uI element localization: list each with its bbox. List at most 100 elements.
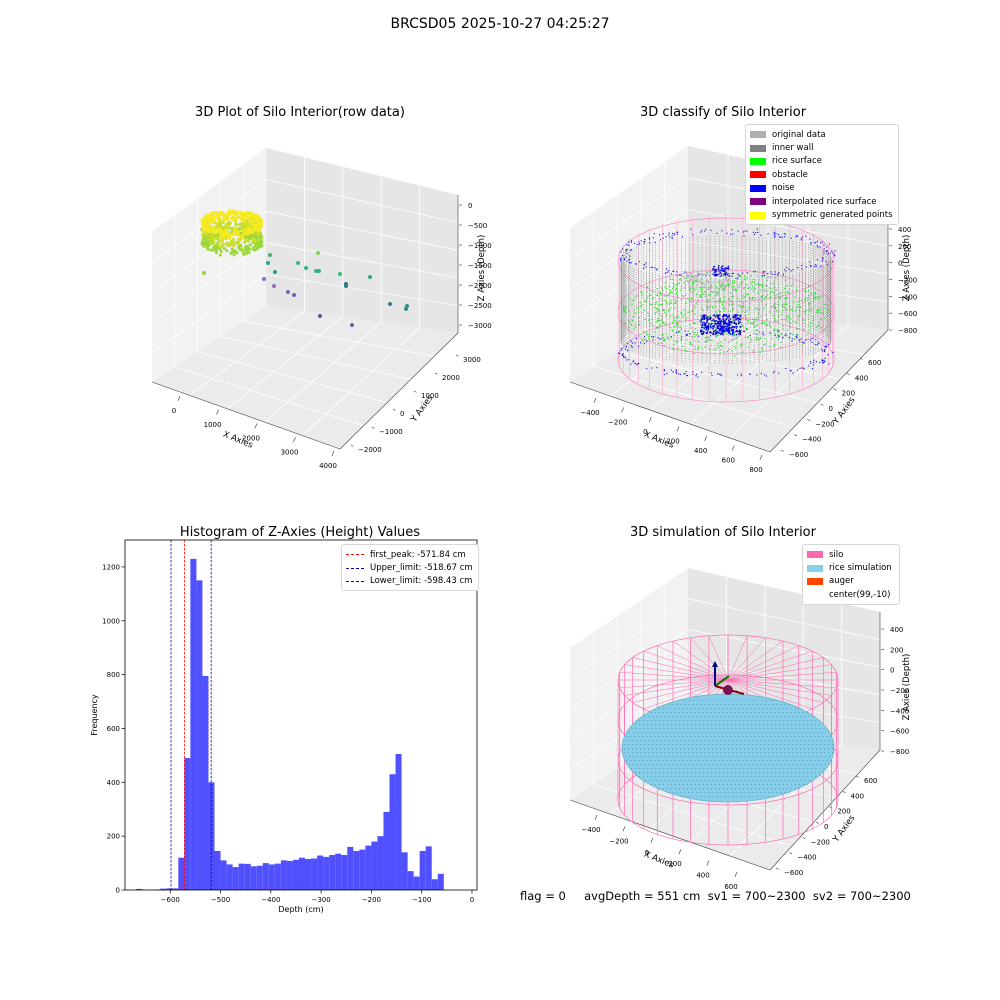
noise-point <box>790 270 792 272</box>
rice-simulation-point <box>769 700 771 701</box>
rice-surface-point <box>732 282 734 284</box>
legend-entry: center(99,-10) <box>807 588 895 601</box>
rice-simulation-point <box>783 728 785 729</box>
raw-plot-title: 3D Plot of Silo Interior(row data) <box>195 105 405 120</box>
rice-simulation-point <box>787 768 789 769</box>
rice-simulation-point <box>792 748 793 749</box>
rice-simulation-point <box>692 744 694 745</box>
rice-simulation-point <box>728 748 729 749</box>
rice-surface-point <box>712 322 714 324</box>
noise-point <box>732 331 734 334</box>
rice-simulation-point <box>751 720 753 721</box>
rice-simulation-point <box>789 756 790 757</box>
rice-surface-point <box>675 316 677 318</box>
rice-surface-point <box>757 283 759 285</box>
rice-simulation-point <box>818 760 820 761</box>
silo-wire <box>624 679 729 696</box>
rice-simulation-point <box>746 788 748 789</box>
rice-simulation-point <box>781 740 782 741</box>
noise-point <box>700 329 702 332</box>
raw-point <box>240 210 244 214</box>
rice-surface-point <box>797 301 800 303</box>
rice-surface-point <box>723 310 725 312</box>
noise-point <box>789 370 791 372</box>
rice-surface-point <box>774 306 777 308</box>
rice-simulation-point <box>724 732 726 733</box>
rice-surface-point <box>652 337 654 339</box>
rice-simulation-point <box>687 720 689 721</box>
noise-point <box>816 245 818 247</box>
rice-simulation-point <box>671 712 672 713</box>
noise-point <box>715 320 717 322</box>
rice-simulation-point <box>811 728 813 729</box>
rice-simulation-point <box>747 724 748 725</box>
noise-point <box>717 373 719 375</box>
rice-simulation-point <box>696 764 698 765</box>
noise-point <box>717 273 720 276</box>
rice-simulation-point <box>727 768 729 769</box>
noise-point <box>822 257 824 259</box>
rice-simulation-point <box>664 752 666 753</box>
rice-simulation-point <box>696 792 698 793</box>
rice-simulation-point <box>730 708 732 709</box>
rice-surface-point <box>710 322 712 324</box>
rice-simulation-point <box>699 776 701 777</box>
legend-label: Upper_limit: -518.67 cm <box>370 563 473 574</box>
noise-point <box>821 260 823 262</box>
rice-simulation-point <box>721 796 723 797</box>
noise-point <box>701 371 703 373</box>
rice-simulation-point <box>824 752 826 753</box>
rice-surface-point <box>774 294 776 296</box>
rice-simulation-point <box>779 768 781 769</box>
rice-simulation-point <box>756 780 758 781</box>
rice-simulation-point <box>732 752 734 753</box>
rice-simulation-point <box>628 748 629 749</box>
rice-surface-point <box>745 328 747 330</box>
rice-surface-point <box>818 322 820 324</box>
noise-point <box>777 335 779 337</box>
rice-surface-point <box>752 318 754 320</box>
rice-surface-point <box>803 310 805 313</box>
rice-simulation-point <box>763 776 765 777</box>
rice-simulation-point <box>749 740 750 741</box>
noise-point <box>817 246 819 248</box>
rice-surface-point <box>786 303 788 305</box>
noise-point <box>626 249 628 251</box>
rice-surface-point <box>720 319 722 321</box>
original-data-point <box>683 276 685 278</box>
noise-point <box>742 272 744 274</box>
rice-simulation-point <box>793 740 794 741</box>
rice-surface-point <box>716 292 718 295</box>
rice-simulation-point <box>824 732 826 733</box>
noise-point <box>705 322 708 324</box>
rice-surface-point <box>718 346 720 348</box>
original-data-point <box>684 270 687 272</box>
noise-point <box>823 253 825 255</box>
noise-point <box>815 264 817 266</box>
noise-point <box>649 242 651 244</box>
noise-point <box>672 232 674 234</box>
rice-simulation-point <box>661 740 662 741</box>
rice-surface-point <box>737 278 739 281</box>
rice-surface-point <box>645 332 647 334</box>
rice-simulation-point <box>807 720 809 721</box>
rice-surface-point <box>747 313 749 315</box>
original-data-point <box>728 286 730 288</box>
rice-surface-point <box>700 290 702 292</box>
noise-point <box>733 326 735 328</box>
original-data-point <box>725 285 728 288</box>
rice-simulation-point <box>709 740 710 741</box>
rice-simulation-point <box>673 756 674 757</box>
rice-surface-point <box>750 322 752 324</box>
rice-surface-point <box>717 333 719 336</box>
noise-point <box>749 335 751 337</box>
rice-simulation-point <box>675 720 677 721</box>
noise-point <box>727 265 730 267</box>
rice-simulation-point <box>727 724 728 725</box>
noise-point <box>788 268 790 270</box>
histogram-bar <box>184 758 191 890</box>
rice-surface-point <box>707 288 709 290</box>
raw-x-tick: 4000 <box>319 462 337 470</box>
rice-surface-point <box>685 294 687 296</box>
rice-simulation-point <box>624 748 625 749</box>
